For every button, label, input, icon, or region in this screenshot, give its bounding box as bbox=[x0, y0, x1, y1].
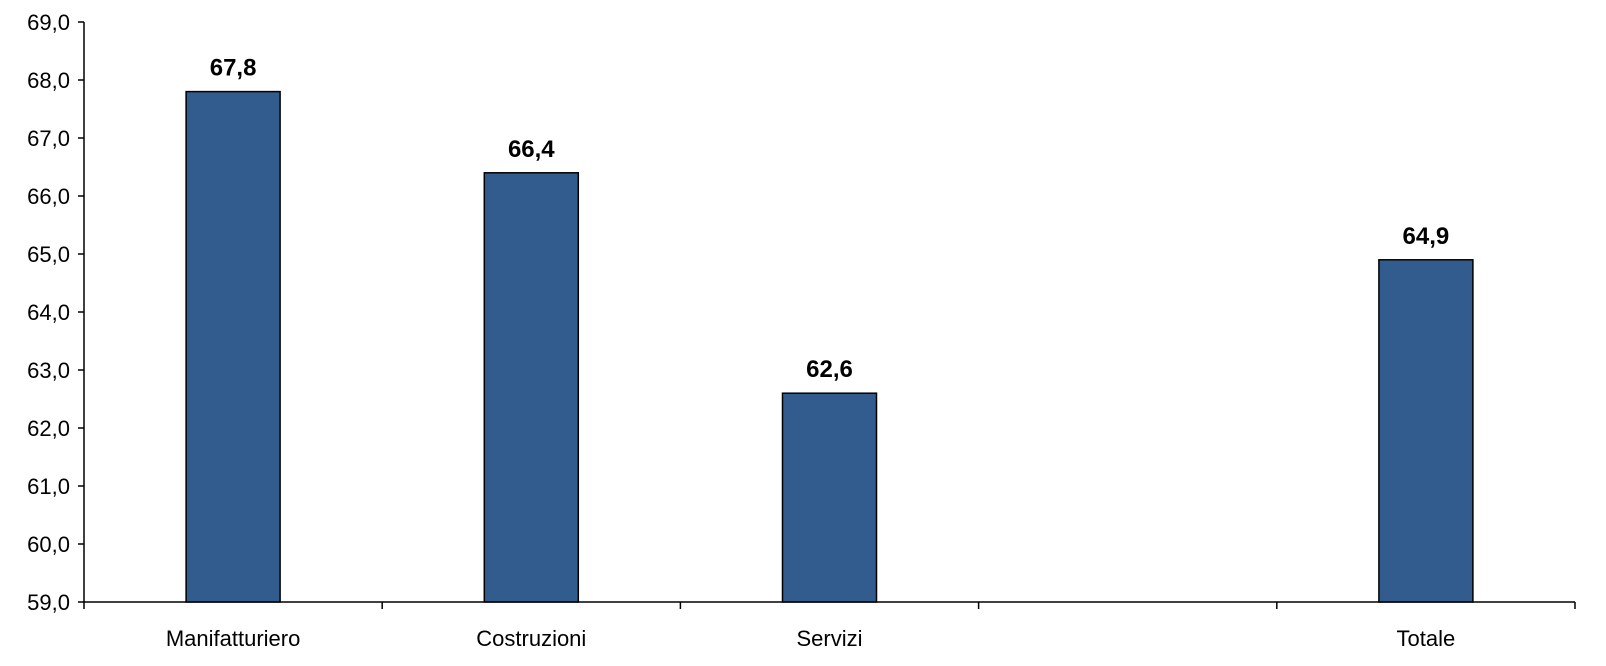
y-tick-label: 61,0 bbox=[27, 474, 70, 499]
x-tick-label: Costruzioni bbox=[476, 626, 586, 651]
x-tick-label: Totale bbox=[1397, 626, 1456, 651]
bar bbox=[483, 172, 580, 603]
data-label: 67,8 bbox=[210, 55, 257, 82]
y-tick-label: 60,0 bbox=[27, 532, 70, 557]
y-tick-label: 59,0 bbox=[27, 590, 70, 615]
labels-group: 67,8 Manifatturiero 66,4 Costruzioni 62,6 Ser… bbox=[166, 55, 1455, 651]
x-tick-label: Manifatturiero bbox=[166, 626, 301, 651]
y-tick-label: 68,0 bbox=[27, 68, 70, 93]
data-label: 64,9 bbox=[1403, 223, 1450, 250]
y-tick-label: 69,0 bbox=[27, 10, 70, 35]
bar bbox=[781, 392, 878, 603]
data-label: 62,6 bbox=[806, 356, 853, 383]
data-label: 66,4 bbox=[508, 136, 555, 163]
y-tick-label: 62,0 bbox=[27, 416, 70, 441]
y-tick-label: 66,0 bbox=[27, 184, 70, 209]
bars-group bbox=[185, 90, 1474, 603]
y-tick-label: 64,0 bbox=[27, 300, 70, 325]
bar bbox=[1378, 259, 1474, 603]
x-tick-label: Servizi bbox=[796, 626, 862, 651]
y-tick-label: 63,0 bbox=[27, 358, 70, 383]
axes-group: 59,0 60,0 61,0 62,0 63,0 64,0 65,0 66,0 67,0 68,0… bbox=[27, 10, 1576, 615]
y-tick-label: 67,0 bbox=[27, 126, 70, 151]
bar bbox=[185, 90, 281, 603]
y-tick-label: 65,0 bbox=[27, 242, 70, 267]
